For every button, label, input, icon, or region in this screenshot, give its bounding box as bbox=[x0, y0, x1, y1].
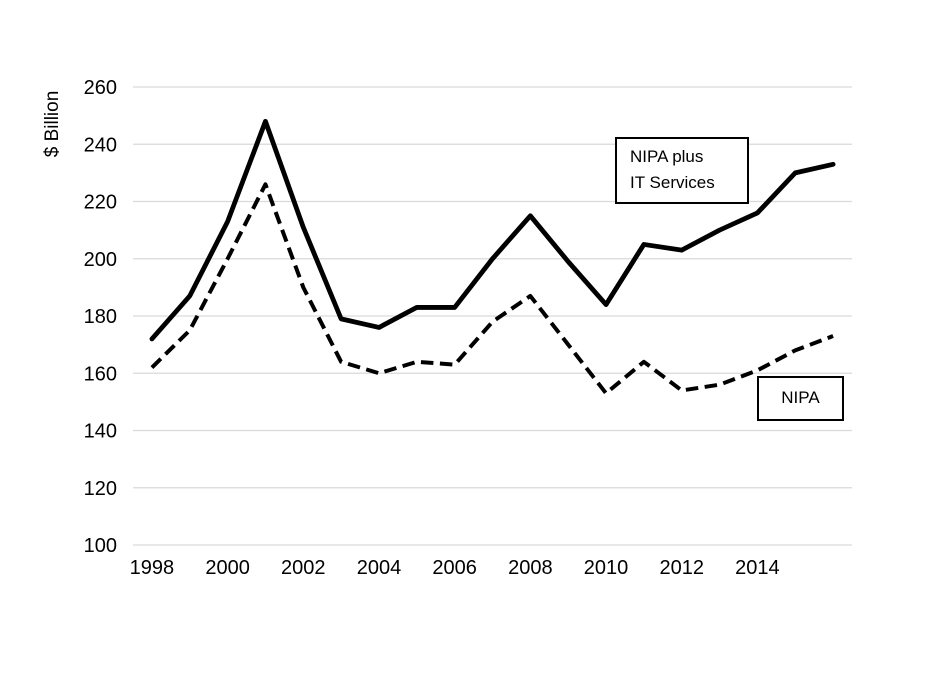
series-label-box-nipa: NIPA bbox=[757, 376, 844, 421]
x-tick-label: 2010 bbox=[584, 557, 629, 579]
y-tick-label: 180 bbox=[84, 306, 117, 328]
x-tick-label: 2014 bbox=[735, 557, 780, 579]
x-tick-label: 2006 bbox=[432, 557, 477, 579]
y-tick-label: 260 bbox=[84, 77, 117, 99]
x-tick-label: 2012 bbox=[659, 557, 704, 579]
series-label-line1: NIPA plus bbox=[630, 147, 704, 166]
x-tick-label: 2002 bbox=[281, 557, 326, 579]
x-tick-label: 2008 bbox=[508, 557, 553, 579]
y-axis-title: $ Billion bbox=[42, 91, 63, 158]
y-tick-label: 240 bbox=[84, 134, 117, 156]
y-tick-label: 160 bbox=[84, 363, 117, 385]
y-tick-label: 220 bbox=[84, 192, 117, 214]
y-tick-label: 200 bbox=[84, 249, 117, 271]
y-tick-label: 140 bbox=[84, 421, 117, 443]
y-tick-label: 100 bbox=[84, 535, 117, 557]
series-label-box-nipa-plus-it-services: NIPA plus IT Services bbox=[615, 137, 749, 204]
x-tick-label: 2000 bbox=[205, 557, 250, 579]
series-label-line2: IT Services bbox=[630, 173, 715, 193]
series-label-nipa: NIPA bbox=[781, 388, 820, 408]
series-line-nipa bbox=[150, 182, 834, 396]
x-tick-label: 2004 bbox=[357, 557, 402, 579]
x-tick-label: 1998 bbox=[130, 557, 175, 579]
series-line-nipa-plus-it-services bbox=[149, 118, 836, 342]
y-tick-label: 120 bbox=[84, 478, 117, 500]
